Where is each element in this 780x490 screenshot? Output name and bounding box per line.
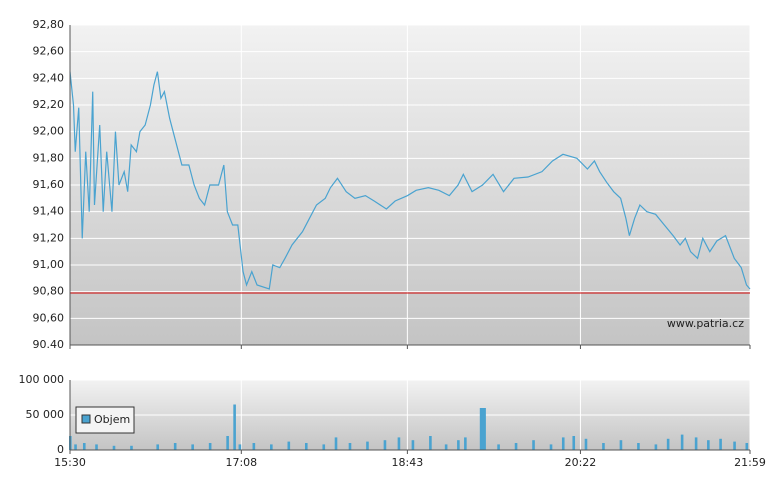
volume-bar — [619, 440, 623, 450]
y-tick-label: 91,40 — [33, 205, 65, 218]
watermark: www.patria.cz — [667, 317, 744, 330]
volume-bar — [602, 443, 605, 450]
x-tick-label: 20:22 — [565, 456, 597, 469]
volume-bar — [191, 444, 194, 450]
x-tick-label: 21:59 — [734, 456, 766, 469]
volume-bar — [366, 441, 369, 450]
volume-bar — [252, 443, 256, 450]
volume-bar — [444, 444, 448, 450]
volume-bar — [322, 444, 326, 450]
legend-swatch — [81, 414, 91, 424]
volume-bar — [666, 438, 670, 450]
y-tick-label: 92,80 — [33, 18, 65, 31]
y-tick-label: 91,20 — [33, 231, 65, 244]
volume-bar — [304, 443, 308, 450]
volume-bar — [348, 443, 352, 450]
volume-bar — [532, 440, 535, 450]
volume-bar — [680, 434, 684, 450]
volume-bar — [270, 444, 273, 450]
volume-bar — [457, 440, 460, 450]
volume-bar — [694, 437, 698, 450]
volume-bar — [745, 443, 749, 450]
volume-bar — [130, 445, 133, 450]
x-tick-label: 17:08 — [225, 456, 257, 469]
volume-bar — [561, 437, 565, 450]
volume-bar — [156, 444, 160, 450]
volume-bar — [483, 408, 486, 450]
y-tick-label: 92,60 — [33, 45, 65, 58]
volume-bar — [383, 440, 387, 450]
y-tick-label: 100 000 — [19, 373, 65, 386]
volume-bar — [82, 443, 86, 450]
price-line — [69, 71, 751, 290]
x-tick-label: 18:43 — [392, 456, 424, 469]
volume-bar — [238, 444, 242, 450]
y-tick-label: 91,80 — [33, 151, 65, 164]
volume-bar — [549, 444, 553, 450]
volume-bar — [112, 445, 116, 450]
volume-bar — [481, 408, 485, 450]
volume-bar — [95, 444, 98, 450]
volume-bar — [654, 444, 658, 450]
y-tick-label: 92,40 — [33, 71, 65, 84]
volume-bar — [411, 440, 415, 450]
volume-bar — [637, 443, 640, 450]
volume-bar — [497, 444, 500, 450]
volume-bar — [719, 438, 722, 450]
y-tick-label: 90.40 — [33, 338, 65, 351]
volume-bar — [334, 437, 338, 450]
volume-bar — [397, 437, 401, 450]
volume-bar — [514, 443, 518, 450]
y-tick-label: 92,00 — [33, 125, 65, 138]
volume-bar — [233, 404, 236, 450]
y-tick-label: 50 000 — [26, 408, 65, 421]
y-tick-label: 90,80 — [33, 285, 65, 298]
volume-bar — [479, 408, 483, 450]
y-tick-label: 90,60 — [33, 311, 65, 324]
volume-bar — [572, 436, 576, 450]
volume-bar — [464, 437, 467, 450]
volume-bar — [733, 441, 736, 450]
volume-bar — [226, 436, 229, 450]
volume-bar — [584, 438, 588, 450]
volume-bar — [287, 441, 291, 450]
volume-bar — [208, 443, 212, 450]
y-tick-label: 0 — [57, 443, 64, 456]
x-tick-label: 15:30 — [54, 456, 86, 469]
legend-label: Objem — [94, 413, 130, 426]
volume-bar — [173, 443, 177, 450]
y-tick-label: 91,60 — [33, 178, 65, 191]
volume-bar — [707, 440, 710, 450]
y-tick-label: 91,00 — [33, 258, 65, 271]
volume-bar — [429, 436, 432, 450]
volume-bar — [74, 444, 77, 450]
y-tick-label: 92,20 — [33, 98, 65, 111]
